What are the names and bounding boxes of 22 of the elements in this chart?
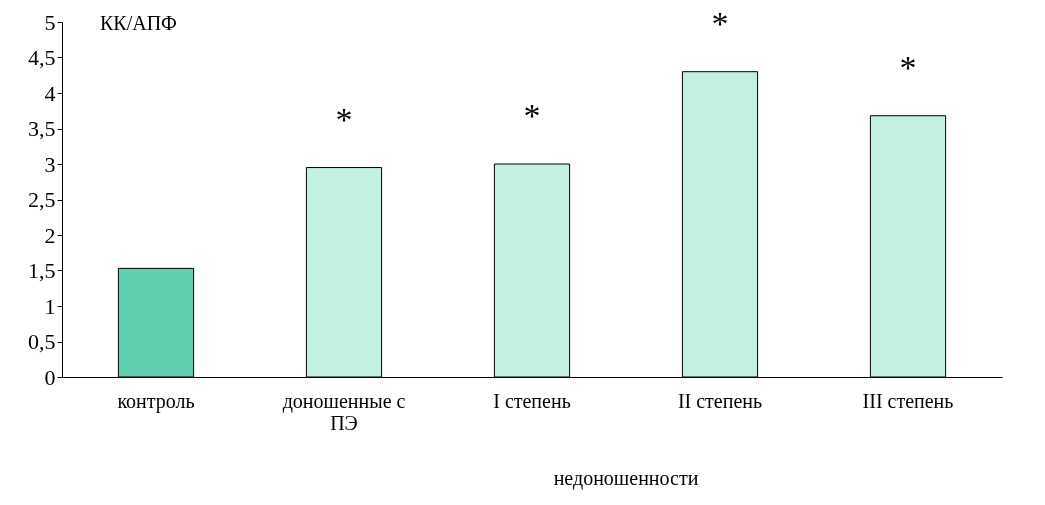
x-tick-label: I степень	[493, 389, 571, 412]
y-tick-label: 0	[44, 364, 56, 390]
x-tick-label: II степень	[677, 389, 763, 412]
y-tick-label: 5	[44, 9, 56, 35]
annotation: *	[523, 97, 541, 134]
x-tick-label: контроль	[117, 389, 195, 413]
y-tick-label: 1,5	[28, 258, 56, 283]
y-tick-label: 4,5	[28, 45, 56, 70]
y-tick-label: 2,5	[28, 187, 56, 212]
y-tick-label: 3,5	[28, 116, 56, 141]
y-tick-label: 3	[44, 151, 56, 177]
x-tick-label: III степень	[862, 389, 954, 412]
y-tick-label: 2	[44, 222, 56, 248]
annotation: *	[899, 48, 917, 86]
y-axis-title: КК/АПФ	[100, 12, 177, 34]
y-tick-label: 4	[44, 80, 56, 106]
y-tick-label: 0,5	[28, 329, 56, 354]
annotation: *	[711, 4, 729, 42]
annotation: *	[335, 100, 353, 138]
y-tick-label: 1	[44, 293, 56, 319]
text: недоношенности	[553, 467, 699, 490]
x-tick-label: доношенные с ПЭ	[282, 389, 406, 434]
